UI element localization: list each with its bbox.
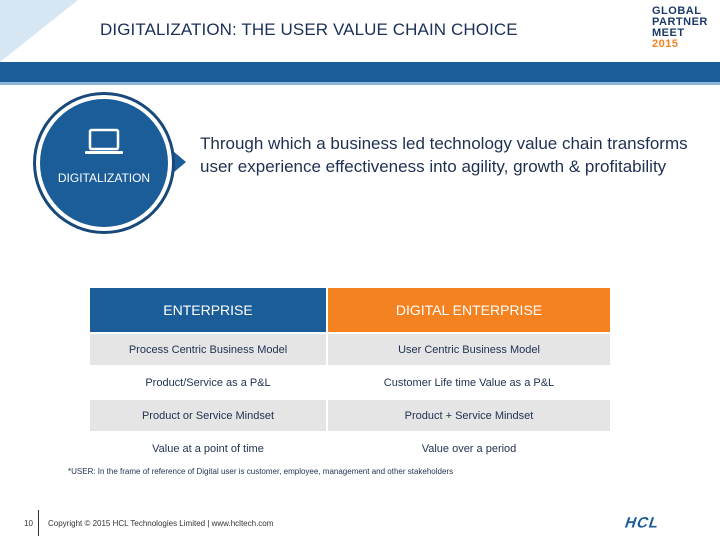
cell-enterprise: Process Centric Business Model (90, 334, 326, 365)
logo-year: 2015 (652, 38, 679, 50)
footnote: *USER: In the frame of reference of Digi… (68, 467, 454, 476)
global-partner-meet-logo: GLOBAL PARTNER MEET 2015 (652, 6, 714, 50)
header-digital-enterprise: DIGITAL ENTERPRISE (328, 288, 610, 332)
cell-digital-enterprise: Value over a period (328, 433, 610, 464)
header-rule-light (0, 82, 720, 85)
circle-label: DIGITALIZATION (57, 171, 151, 185)
copyright-notice: Copyright © 2015 HCL Technologies Limite… (48, 519, 274, 528)
header-rule (0, 62, 720, 82)
cell-digital-enterprise: Customer Life time Value as a P&L (328, 367, 610, 398)
cell-enterprise: Product/Service as a P&L (90, 367, 326, 398)
laptop-icon (85, 128, 123, 154)
comparison-table: ENTERPRISE DIGITAL ENTERPRISE Process Ce… (90, 288, 610, 464)
cell-digital-enterprise: Product + Service Mindset (328, 400, 610, 431)
cell-enterprise: Value at a point of time (90, 433, 326, 464)
header-enterprise: ENTERPRISE (90, 288, 326, 332)
table-header: ENTERPRISE DIGITAL ENTERPRISE (90, 288, 610, 332)
footer-divider (38, 510, 39, 536)
table-row: Product or Service Mindset Product + Ser… (90, 400, 610, 431)
slide-title: DIGITALIZATION: THE USER VALUE CHAIN CHO… (100, 20, 518, 39)
cell-digital-enterprise: User Centric Business Model (328, 334, 610, 365)
table-row: Process Centric Business Model User Cent… (90, 334, 610, 365)
page-number: 10 (24, 519, 33, 528)
definition-statement: Through which a business led technology … (200, 134, 688, 176)
logo-line-1: GLOBAL (652, 5, 702, 17)
hcl-logo-text: HCL (623, 515, 662, 529)
header-gap (326, 288, 328, 332)
digitalization-circle (40, 99, 168, 227)
table-row: Product/Service as a P&L Customer Life t… (90, 367, 610, 398)
corner-decoration (0, 0, 78, 62)
table-row: Value at a point of time Value over a pe… (90, 433, 610, 464)
cell-enterprise: Product or Service Mindset (90, 400, 326, 431)
hcl-logo: HCL (623, 515, 662, 529)
logo-line-3: MEET 2015 (652, 28, 714, 50)
logo-meet: MEET (652, 27, 685, 39)
logo-line-2: PARTNER (652, 16, 708, 28)
